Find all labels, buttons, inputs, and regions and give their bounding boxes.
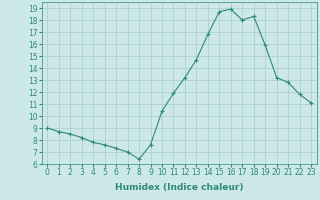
X-axis label: Humidex (Indice chaleur): Humidex (Indice chaleur) — [115, 183, 244, 192]
